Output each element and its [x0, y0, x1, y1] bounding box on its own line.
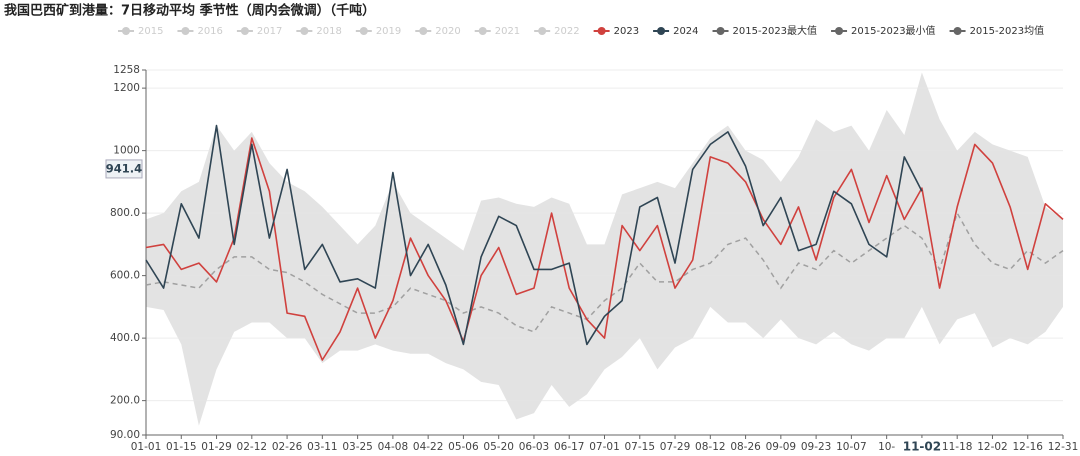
y-pointer-label: 941.4 [106, 161, 142, 175]
x-tick-label: 06-03 [519, 441, 550, 453]
legend-item[interactable]: 2018 [296, 26, 342, 37]
y-tick-label: 90.00 [110, 429, 140, 441]
legend-marker [359, 27, 368, 35]
legend-label: 2015-2023均值 [970, 24, 1045, 37]
legend-marker [657, 27, 666, 35]
legend-marker [478, 27, 487, 35]
legend-label: 2015-2023最小值 [851, 24, 936, 37]
legend-label: 2015 [138, 26, 163, 37]
series-line [145, 124, 923, 346]
legend-marker [538, 27, 547, 35]
series-line [145, 137, 1064, 361]
legend-marker [240, 27, 249, 35]
y-tick-label: 1200 [113, 82, 140, 94]
legend-item[interactable]: 2016 [177, 26, 223, 37]
legend-label: 2024 [673, 26, 698, 37]
y-tick-label: 400.0 [110, 332, 140, 344]
legend-label: 2019 [376, 26, 401, 37]
chart-title: 我国巴西矿到港量：7日移动平均 季节性（周内会微调）（千吨） [4, 3, 375, 19]
y-tick-label: 200.0 [110, 395, 140, 407]
x-tick-label: 08-12 [695, 441, 726, 453]
y-tick-label: 1000 [113, 145, 140, 157]
legend-item[interactable]: 2015 [118, 26, 163, 37]
x-tick-label: 09-09 [766, 441, 797, 453]
x-tick-label: 11-18 [942, 441, 973, 453]
legend-item[interactable]: 2019 [355, 26, 401, 37]
legend-label: 2017 [257, 26, 282, 37]
x-tick-label: 02-12 [237, 441, 268, 453]
legend-label: 2018 [316, 26, 341, 37]
x-pointer-box [899, 438, 944, 456]
legend-label: 2015-2023最大值 [733, 24, 818, 37]
legend-item[interactable]: 2021 [474, 26, 520, 37]
y-tick-label: 1258 [113, 64, 140, 76]
x-tick-label: 01-01 [131, 441, 162, 453]
legend-marker [181, 27, 190, 35]
legend-label: 2020 [435, 26, 460, 37]
legend-marker [716, 27, 725, 35]
x-tick-label: 02-26 [272, 441, 303, 453]
x-tick-label: 12-02 [977, 441, 1008, 453]
legend-label: 2023 [614, 26, 639, 37]
legend-item[interactable]: 2023 [593, 26, 639, 37]
legend-item[interactable]: 2015-2023最大值 [712, 24, 818, 37]
average-line [145, 211, 1064, 333]
legend-marker [597, 27, 606, 35]
x-tick-label: 09-23 [801, 441, 832, 453]
legend-item[interactable]: 2017 [236, 26, 282, 37]
x-tick-label: 07-01 [589, 441, 620, 453]
x-tick-label: 10- [878, 441, 895, 453]
x-pointer-label: 11-02 [903, 440, 941, 454]
x-tick-label: 03-11 [307, 441, 338, 453]
legend-marker [300, 27, 309, 35]
x-tick-label: 10-07 [836, 441, 867, 453]
legend-marker [953, 27, 962, 35]
x-tick-label: 04-22 [413, 441, 444, 453]
legend-label: 2016 [197, 26, 222, 37]
legend-marker [419, 27, 428, 35]
x-tick-label: 05-20 [483, 441, 514, 453]
legend-marker [835, 27, 844, 35]
legend-item[interactable]: 2015-2023均值 [949, 24, 1045, 37]
band-area [146, 306, 1063, 435]
legend-label: 2021 [495, 26, 520, 37]
y-pointer-box [105, 159, 143, 179]
legend-item[interactable]: 2015-2023最小值 [831, 24, 936, 37]
x-tick-label: 07-15 [625, 441, 656, 453]
x-tick-label: 07-29 [660, 441, 691, 453]
legend-item[interactable]: 2022 [534, 26, 580, 37]
x-tick-label: 04-08 [378, 441, 409, 453]
y-tick-label: 600.0 [110, 270, 140, 282]
legend-item[interactable]: 2020 [415, 26, 461, 37]
legend-marker [122, 27, 130, 35]
x-tick-label: 06-17 [554, 441, 585, 453]
x-tick-label: 03-25 [342, 441, 373, 453]
legend-label: 2022 [554, 26, 579, 37]
x-tick-label: 01-15 [166, 441, 197, 453]
x-tick-label: 01-29 [201, 441, 232, 453]
x-tick-label: 12-16 [1012, 441, 1043, 453]
x-tick-label: 05-06 [448, 441, 479, 453]
x-tick-label: 12-31 [1048, 441, 1079, 453]
y-tick-label: 800.0 [110, 207, 140, 219]
x-tick-label: 08-26 [730, 441, 761, 453]
legend-item[interactable]: 2024 [653, 26, 699, 37]
